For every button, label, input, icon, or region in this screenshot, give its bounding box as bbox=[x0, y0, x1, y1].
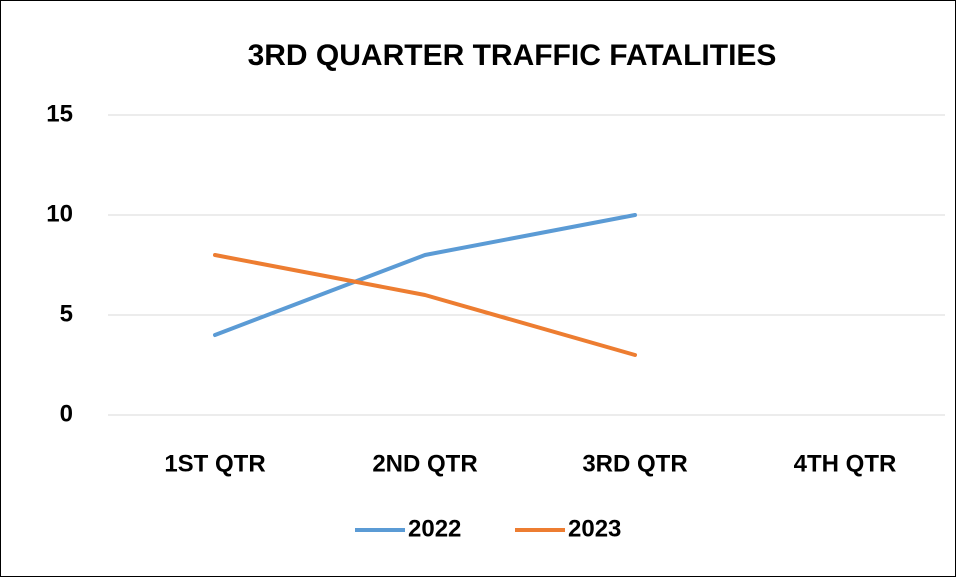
series-line bbox=[213, 213, 637, 337]
series-line bbox=[213, 253, 637, 357]
y-tick-label: 0 bbox=[60, 400, 73, 427]
y-tick-label: 5 bbox=[60, 300, 73, 327]
chart-title: 3RD QUARTER TRAFFIC FATALITIES bbox=[248, 39, 777, 72]
x-tick-label: 3RD QTR bbox=[582, 450, 687, 477]
y-tick-label: 10 bbox=[46, 200, 73, 227]
x-tick-label: 2ND QTR bbox=[372, 450, 477, 477]
legend-label: 2022 bbox=[408, 515, 461, 542]
legend-label: 2023 bbox=[568, 515, 621, 542]
y-tick-label: 15 bbox=[46, 100, 73, 127]
x-tick-label: 4TH QTR bbox=[794, 450, 897, 477]
x-tick-label: 1ST QTR bbox=[164, 450, 265, 477]
